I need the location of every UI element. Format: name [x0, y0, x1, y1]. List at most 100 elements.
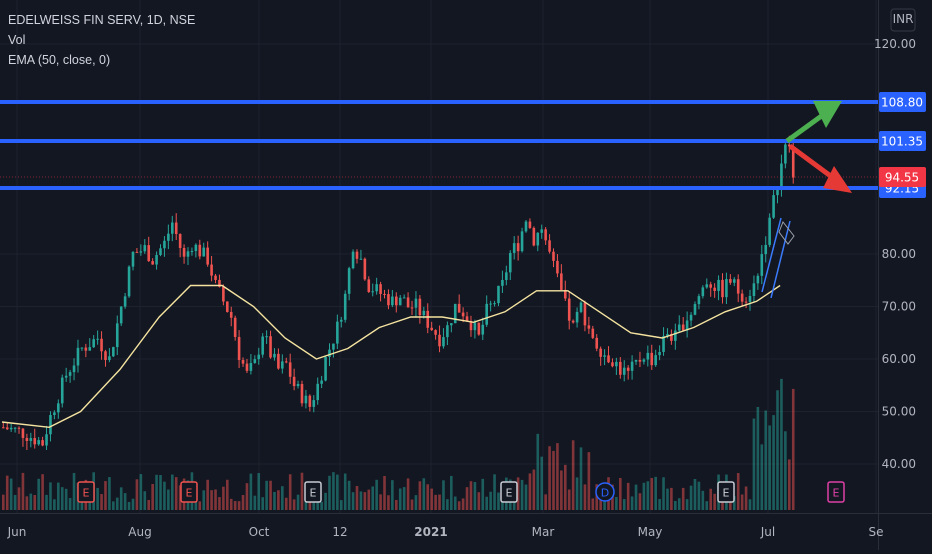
volume-bar — [375, 479, 378, 510]
volume-bar — [638, 493, 642, 510]
candle-body — [45, 434, 48, 446]
volume-bar — [477, 492, 481, 510]
candle-body — [277, 353, 280, 369]
volume-bar — [571, 440, 575, 510]
volume-bar — [721, 500, 724, 510]
candle-body — [367, 279, 371, 293]
candle-body — [505, 272, 508, 280]
volume-bar — [119, 487, 123, 510]
candle-body — [300, 383, 304, 404]
candle-body — [477, 322, 481, 335]
candle-body — [406, 297, 410, 308]
candle-body — [626, 367, 630, 371]
volume-bar — [343, 473, 347, 510]
candle-body — [619, 361, 622, 375]
candle-body — [693, 304, 697, 315]
volume-bar — [556, 443, 559, 510]
candle-body — [253, 359, 257, 364]
candle-body — [33, 438, 37, 445]
candle-body — [76, 347, 80, 366]
candle-body — [493, 303, 496, 305]
earnings-marker[interactable] — [304, 481, 322, 503]
candle-body — [151, 261, 154, 265]
candle-body — [583, 302, 587, 326]
red-arrow-head[interactable] — [823, 166, 852, 193]
candle-body — [320, 380, 323, 384]
candle-body — [143, 245, 147, 252]
candle-body — [119, 306, 123, 324]
candle-body — [418, 298, 422, 316]
channel-upper-line[interactable] — [761, 217, 782, 293]
candle-body — [638, 359, 642, 362]
candle-body — [25, 437, 29, 441]
channel-lower-line[interactable] — [770, 220, 791, 299]
green-arrow-head[interactable] — [813, 101, 842, 128]
symbol-title[interactable]: EDELWEISS FIN SERV, 1D, NSE — [8, 13, 196, 27]
earnings-marker-label: E — [186, 487, 193, 500]
dividend-marker[interactable] — [595, 482, 615, 502]
candle-body — [725, 279, 728, 298]
candle-body — [395, 296, 398, 306]
candle-body — [501, 279, 504, 286]
ema-indicator-label[interactable]: EMA (50, close, 0) — [8, 53, 111, 67]
volume-bar — [277, 490, 280, 510]
red-arrow-line[interactable] — [788, 143, 838, 183]
candle-body — [764, 244, 768, 255]
candle-body — [674, 330, 677, 341]
candle-body — [202, 247, 206, 257]
volume-bar — [355, 486, 359, 510]
earnings-marker[interactable] — [180, 481, 198, 503]
candle-body — [100, 338, 103, 352]
candle-body — [363, 258, 367, 280]
volume-bar — [666, 488, 669, 510]
pennant-shape[interactable] — [778, 221, 795, 245]
volume-bar — [548, 446, 551, 510]
volume-bar — [481, 478, 485, 510]
green-arrow-line[interactable] — [785, 109, 829, 144]
volume-bar — [53, 499, 56, 510]
candle-body — [343, 293, 347, 320]
candle-body — [713, 287, 716, 291]
earnings-marker[interactable] — [500, 481, 518, 503]
volume-bar — [233, 501, 237, 510]
volume-bar — [115, 497, 119, 510]
currency-box[interactable] — [890, 8, 916, 32]
candle-body — [336, 321, 339, 344]
currency-label[interactable]: INR — [893, 12, 914, 26]
volume-bar — [37, 478, 40, 510]
volume-bar — [226, 479, 229, 510]
volume-bar — [563, 464, 567, 510]
volume-bar — [615, 496, 618, 510]
candle-body — [772, 195, 775, 218]
volume-bar — [371, 486, 375, 510]
drawings[interactable] — [761, 101, 852, 299]
dividend-marker-label: D — [601, 487, 609, 500]
candle-body — [249, 363, 253, 371]
candle-body — [453, 303, 457, 324]
vol-indicator-label[interactable]: Vol — [8, 33, 26, 47]
candle-body — [112, 347, 115, 357]
earnings-marker[interactable] — [77, 481, 95, 503]
candle-body — [485, 303, 488, 325]
earnings-marker-label: E — [310, 487, 317, 500]
volume-bar — [261, 497, 264, 510]
candle-body — [670, 334, 673, 341]
candle-body — [740, 293, 744, 302]
candle-body — [567, 298, 571, 321]
candle-body — [544, 229, 547, 241]
volume-bar — [237, 501, 241, 510]
earnings-marker[interactable] — [827, 481, 845, 503]
candle-body — [508, 252, 512, 273]
candle-body — [446, 325, 449, 338]
candle-body — [520, 231, 524, 252]
volume-bar — [465, 487, 469, 510]
earnings-marker[interactable] — [717, 481, 735, 503]
volume-bar — [768, 425, 771, 510]
candle-body — [685, 320, 689, 331]
candle-body — [681, 324, 685, 331]
volume-bar — [131, 498, 135, 510]
